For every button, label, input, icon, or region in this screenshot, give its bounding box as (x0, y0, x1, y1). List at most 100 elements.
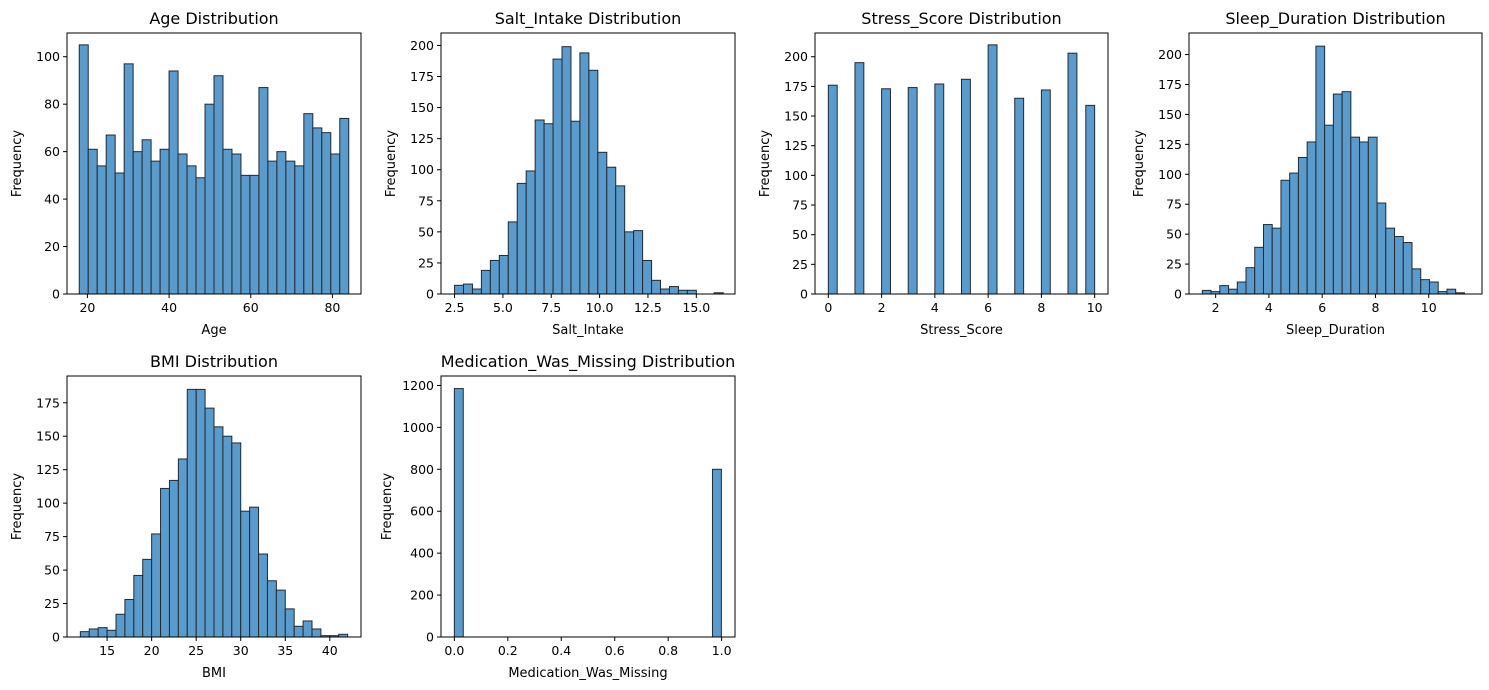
histogram-bar (339, 117, 350, 295)
histogram-bar (1367, 136, 1378, 295)
x-axis-label: Sleep_Duration (1286, 323, 1385, 338)
y-tick-label: 100 (1158, 167, 1182, 182)
y-tick-label: 150 (410, 100, 434, 115)
y-tick-label: 25 (44, 596, 60, 611)
y-tick-label: 25 (1166, 257, 1182, 272)
histogram-bar (624, 231, 635, 295)
histogram-bar (615, 185, 626, 295)
histogram-bar (240, 510, 251, 638)
chart-title: BMI Distribution (150, 352, 278, 371)
x-tick-label: 0.6 (605, 643, 625, 658)
x-tick-label: 80 (324, 300, 340, 315)
histogram-bar (907, 87, 918, 295)
y-tick-label: 175 (784, 79, 808, 94)
histogram-bar (1254, 246, 1264, 295)
histogram-bar (79, 631, 90, 638)
histogram-bar (642, 259, 653, 295)
histogram-bar (1376, 202, 1387, 295)
x-tick-label: 0.0 (444, 643, 464, 658)
axes-frame (440, 375, 736, 638)
histogram-bar (1420, 279, 1430, 295)
histogram-bar (123, 63, 134, 295)
y-tick-label: 175 (410, 69, 434, 84)
histogram-bar (231, 153, 242, 295)
x-tick-label: 35 (277, 643, 293, 658)
x-tick-label: 2 (1212, 300, 1220, 315)
histogram-bar (213, 75, 224, 295)
histogram-bar (1306, 141, 1317, 295)
y-tick-label: 40 (44, 192, 60, 207)
x-tick-label: 6 (1318, 300, 1326, 315)
histogram-bar (97, 627, 108, 638)
chart-panel: 20 40 60 80 0 20 40 60 80 100 Age Distribution Age F… (10, 9, 362, 338)
histogram-bar (651, 279, 662, 295)
histogram-bar (660, 288, 670, 295)
y-tick-label: 150 (1158, 107, 1182, 122)
x-tick-label: 30 (233, 643, 249, 658)
histogram-bar (186, 165, 197, 295)
histogram-bar (462, 283, 473, 295)
y-tick-label: 0 (52, 287, 60, 302)
chart-title: Sleep_Duration Distribution (1225, 9, 1445, 29)
histogram-bar (543, 123, 554, 295)
y-tick-label: 50 (792, 227, 808, 242)
y-tick-label: 200 (410, 588, 434, 603)
histogram-bar (1228, 288, 1238, 295)
histogram-bar (1271, 227, 1282, 295)
histogram-bar (303, 113, 314, 295)
y-axis-label: Frequency (380, 473, 395, 540)
histogram-bar (1402, 242, 1413, 295)
histogram-bar (960, 78, 971, 295)
histogram-bar (96, 165, 107, 295)
chart-title: Medication_Was_Missing Distribution (441, 352, 736, 372)
histogram-bar (677, 289, 688, 295)
histogram-bar (213, 426, 224, 638)
chart-panel: 2 4 6 8 100255075100125150175200Sleep_Durati… (1132, 9, 1483, 338)
histogram-bar (561, 46, 572, 295)
histogram-bar (160, 487, 170, 638)
y-tick-label: 0 (426, 287, 434, 302)
x-tick-label: 12.5 (634, 300, 662, 315)
y-tick-label: 80 (44, 97, 60, 112)
x-axis-label: BMI (202, 666, 226, 681)
y-tick-label: 125 (784, 138, 808, 153)
y-axis-label: Frequency (10, 473, 25, 540)
y-tick-label: 1200 (402, 378, 434, 393)
y-tick-label: 100 (36, 496, 60, 511)
y-tick-label: 150 (784, 109, 808, 124)
chart-panel: 15 20 25 30 35 40 0 25 50 75 100 125 150 175 BMI Distr… (10, 352, 362, 681)
x-tick-label: 8 (1371, 300, 1379, 315)
chart-title: Age Distribution (149, 9, 278, 28)
y-tick-label: 0 (52, 630, 60, 645)
histogram-bar (1297, 157, 1308, 295)
x-tick-label: 8 (1037, 300, 1045, 315)
y-tick-label: 75 (44, 529, 60, 544)
y-tick-label: 125 (1158, 137, 1182, 152)
axes-frame (1188, 32, 1483, 295)
x-axis-label: Medication_Was_Missing (508, 666, 667, 681)
y-tick-label: 175 (1158, 77, 1182, 92)
x-tick-label: 4 (931, 300, 939, 315)
histogram-bar (498, 254, 509, 295)
x-tick-label: 7.5 (541, 300, 561, 315)
y-tick-label: 150 (36, 429, 60, 444)
y-tick-label: 0 (800, 287, 808, 302)
y-axis-label: Frequency (10, 130, 25, 197)
histogram-bar (1332, 93, 1343, 295)
x-tick-label: 15.0 (682, 300, 710, 315)
y-tick-label: 25 (418, 255, 434, 270)
histogram-bar (258, 553, 268, 638)
axes-frame (66, 32, 362, 295)
histogram-bar (114, 172, 125, 295)
histogram-bar (1067, 52, 1078, 295)
histogram-bar (597, 151, 608, 295)
histogram-bar (454, 284, 465, 295)
histogram-bar (987, 44, 998, 295)
x-axis-label: Stress_Score (920, 323, 1003, 338)
histogram-bar (88, 628, 99, 638)
histogram-bar (606, 166, 617, 295)
chart-title: Salt_Intake Distribution (495, 9, 682, 29)
histogram-bar (142, 558, 153, 638)
histogram-bar (266, 580, 277, 638)
y-tick-label: 100 (784, 168, 808, 183)
